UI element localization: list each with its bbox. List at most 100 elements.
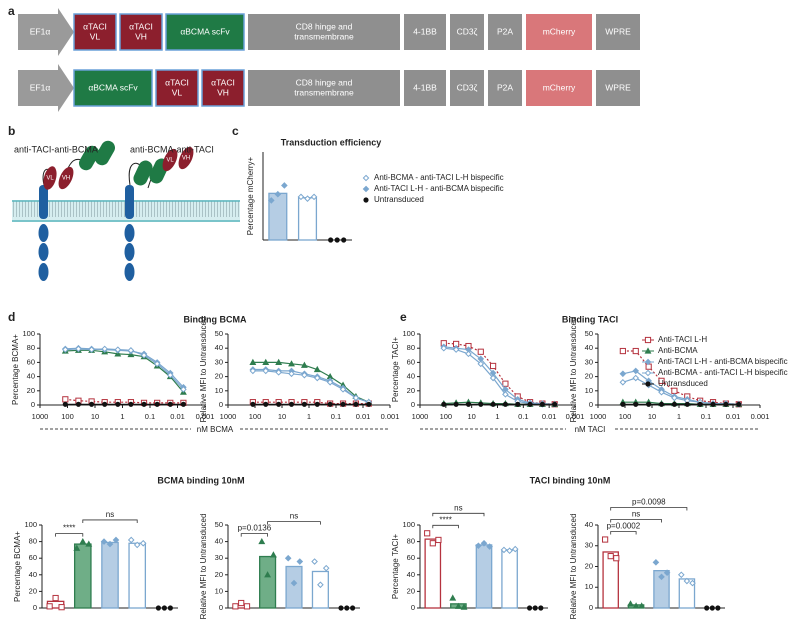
marker	[288, 370, 295, 378]
bar	[653, 570, 670, 609]
marker	[477, 360, 485, 368]
marker	[296, 558, 304, 565]
construct-segment	[73, 69, 153, 107]
y-tick-label: 50	[215, 329, 223, 338]
segment-label: αBCMA scFv	[88, 82, 138, 92]
marker	[338, 605, 344, 611]
marker	[671, 387, 678, 394]
marker	[710, 401, 716, 407]
marker	[684, 401, 690, 407]
marker	[362, 185, 370, 193]
marker	[128, 401, 134, 407]
y-tick-label: 0	[589, 603, 593, 612]
bar	[101, 541, 119, 609]
promoter	[18, 8, 74, 56]
construct-segment	[526, 70, 592, 106]
bar	[259, 555, 277, 609]
marker	[167, 605, 173, 611]
marker	[646, 401, 652, 407]
x-tick-label: 1	[677, 412, 681, 421]
segment-label: αTACI	[165, 77, 189, 87]
marker	[435, 536, 442, 544]
significance-bracket	[432, 512, 485, 517]
construct-segment	[165, 13, 245, 51]
marker	[658, 377, 665, 384]
segment-label: transmembrane	[294, 31, 354, 41]
schematic: VL VH VL VH anti-TACI-anti-BCMA anti-BCM…	[12, 140, 240, 281]
x-tick-label: 0.01	[356, 412, 371, 421]
marker	[115, 401, 121, 407]
marker	[290, 579, 298, 587]
panel-label: e	[400, 310, 407, 324]
x-tick-label: 0.1	[331, 412, 341, 421]
y-tick-label: 40	[407, 372, 415, 381]
y-axis-label: Percentage BCMA+	[13, 531, 22, 602]
segment-label: CD8 hinge and	[296, 77, 353, 87]
segment-label: mCherry	[543, 82, 576, 92]
marker	[658, 401, 665, 407]
marker	[140, 351, 148, 359]
y-tick-label: 20	[585, 372, 593, 381]
marker	[465, 401, 472, 407]
marker	[538, 605, 544, 611]
vl-domain	[162, 148, 178, 172]
significance-label: ****	[439, 515, 451, 524]
marker	[633, 401, 639, 407]
y-tick-label: 80	[27, 343, 35, 352]
marker	[607, 553, 614, 560]
marker	[313, 365, 321, 373]
marker	[232, 603, 239, 610]
marker	[502, 401, 508, 407]
marker	[490, 401, 496, 407]
y-tick-label: 60	[407, 357, 415, 366]
construct-label: anti-TACI-anti-BCMA	[14, 144, 98, 154]
x-tick-label: 0.1	[518, 412, 528, 421]
marker	[460, 603, 468, 610]
marker	[440, 344, 448, 352]
marker	[267, 197, 275, 204]
marker	[274, 190, 282, 198]
marker	[658, 388, 665, 396]
legend-label: Anti-TACI L-H - anti-BCMA bispecific	[374, 184, 504, 193]
marker	[429, 540, 436, 547]
significance-label: ns	[290, 512, 298, 521]
marker	[527, 401, 533, 407]
y-tick-label: 0	[31, 400, 35, 409]
marker	[475, 542, 482, 550]
panel-label: b	[8, 124, 15, 138]
x-tick-label: 0.001	[566, 412, 585, 421]
marker	[310, 193, 318, 201]
marker	[632, 374, 640, 382]
marker	[314, 401, 320, 407]
marker	[100, 538, 108, 545]
y-tick-label: 30	[215, 357, 223, 366]
marker	[238, 599, 245, 607]
x-tick-label: 100	[249, 412, 262, 421]
y-tick-label: 10	[215, 386, 223, 395]
marker	[263, 401, 269, 407]
segment-label: αTACI	[83, 21, 107, 31]
marker	[644, 369, 652, 377]
marker	[328, 237, 334, 243]
chart-title: Transduction efficiency	[281, 137, 382, 147]
marker	[532, 605, 538, 611]
y-tick-label: 80	[407, 343, 415, 352]
y-tick-label: 60	[29, 553, 37, 562]
chart-title: Binding TACI	[562, 314, 618, 324]
y-tick-label: 0	[411, 400, 415, 409]
y-tick-label: 100	[402, 520, 415, 529]
series-line	[65, 349, 184, 393]
marker	[344, 605, 350, 611]
marker	[339, 386, 347, 393]
y-tick-label: 0	[33, 603, 37, 612]
x-tick-label: 0.001	[196, 412, 215, 421]
marker	[619, 378, 627, 386]
significance-bracket	[82, 519, 138, 523]
y-axis-label: Percentage TACI+	[391, 534, 400, 600]
y-tick-label: 60	[27, 357, 35, 366]
marker	[658, 573, 665, 581]
bar	[73, 543, 92, 609]
marker	[449, 594, 457, 601]
y-tick-label: 40	[407, 570, 415, 579]
x-tick-label: 10	[467, 412, 475, 421]
